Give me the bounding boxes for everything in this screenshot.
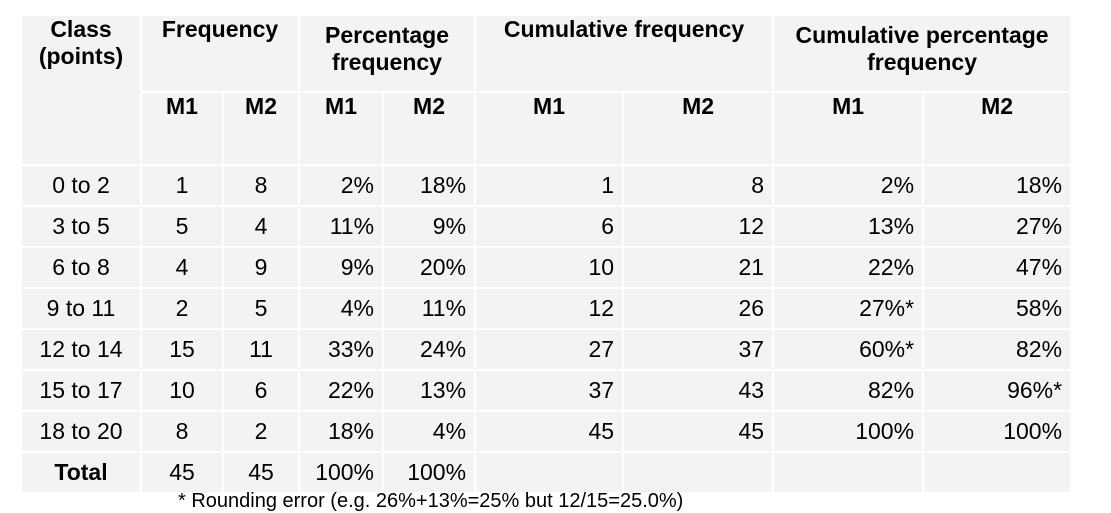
frequency-m1-cell: 15 <box>140 328 224 371</box>
cumulative-percentage-m2-cell: 27% <box>922 205 1073 248</box>
percentage-m2-cell: 4% <box>382 410 477 453</box>
class-cell: 3 to 5 <box>20 205 142 248</box>
percentage-m1-cell: 11% <box>298 205 385 248</box>
header-cumulative-percentage-m1: M1 <box>772 91 925 166</box>
cumulative-m1-cell: 1 <box>474 164 625 207</box>
header-row-sub: M1 M2 M1 M2 M1 M2 M1 M2 <box>21 91 1073 166</box>
frequency-m2-cell: 8 <box>221 164 301 207</box>
cumulative-m1-cell: 27 <box>474 328 625 371</box>
header-cumulative-m2: M2 <box>622 91 775 166</box>
class-cell: 15 to 17 <box>20 369 142 412</box>
total-percentage-m1: 100% <box>298 451 385 494</box>
total-frequency-m1: 45 <box>140 451 224 494</box>
total-percentage-m2: 100% <box>382 451 477 494</box>
percentage-m2-cell: 9% <box>382 205 477 248</box>
frequency-m2-cell: 6 <box>221 369 301 412</box>
header-frequency-m1: M1 <box>140 91 224 166</box>
frequency-m1-cell: 4 <box>140 246 224 289</box>
percentage-m1-cell: 4% <box>298 287 385 330</box>
table-row: 3 to 5 5 4 11% 9% 6 12 13% 27% <box>20 205 1073 248</box>
cumulative-percentage-m1-cell: 27%* <box>772 287 925 330</box>
table-row: 18 to 20 8 2 18% 4% 45 45 100% 100% <box>20 410 1073 453</box>
table-row: 9 to 11 2 5 4% 11% 12 26 27%* 58% <box>20 287 1073 330</box>
cumulative-percentage-m1-cell: 13% <box>772 205 925 248</box>
cumulative-percentage-m1-cell: 82% <box>772 369 925 412</box>
table-row: 6 to 8 4 9 9% 20% 10 21 22% 47% <box>20 246 1073 289</box>
header-cumulative-m1: M1 <box>474 91 625 166</box>
percentage-m1-cell: 18% <box>298 410 385 453</box>
cumulative-m2-cell: 12 <box>622 205 775 248</box>
table-row: 15 to 17 10 6 22% 13% 37 43 82% 96%* <box>20 369 1073 412</box>
total-frequency-m2: 45 <box>221 451 301 494</box>
frequency-m2-cell: 9 <box>221 246 301 289</box>
class-cell: 12 to 14 <box>20 328 142 371</box>
frequency-table: Class (points) Frequency Percentage freq… <box>20 14 1073 494</box>
empty-cell <box>622 451 775 494</box>
header-class: Class (points) <box>20 14 142 166</box>
cumulative-m2-cell: 21 <box>622 246 775 289</box>
table-row: 0 to 2 1 8 2% 18% 1 8 2% 18% <box>20 164 1073 207</box>
header-percentage-frequency: Percentage frequency <box>298 14 477 93</box>
cumulative-percentage-m1-cell: 100% <box>772 410 925 453</box>
percentage-m2-cell: 18% <box>382 164 477 207</box>
header-percentage-m2: M2 <box>382 91 477 166</box>
cumulative-percentage-m1-cell: 2% <box>772 164 925 207</box>
frequency-m2-cell: 4 <box>221 205 301 248</box>
table-row: 12 to 14 15 11 33% 24% 27 37 60%* 82% <box>20 328 1073 371</box>
cumulative-m2-cell: 45 <box>622 410 775 453</box>
frequency-m1-cell: 8 <box>140 410 224 453</box>
cumulative-m2-cell: 37 <box>622 328 775 371</box>
empty-cell <box>772 451 925 494</box>
frequency-m2-cell: 2 <box>221 410 301 453</box>
frequency-m2-cell: 11 <box>221 328 301 371</box>
percentage-m1-cell: 2% <box>298 164 385 207</box>
header-row-group: Class (points) Frequency Percentage freq… <box>20 14 1073 166</box>
frequency-m1-cell: 2 <box>140 287 224 330</box>
empty-cell <box>922 451 1073 494</box>
cumulative-m1-cell: 45 <box>474 410 625 453</box>
percentage-m2-cell: 24% <box>382 328 477 371</box>
cumulative-m2-cell: 26 <box>622 287 775 330</box>
percentage-m1-cell: 22% <box>298 369 385 412</box>
class-cell: 18 to 20 <box>20 410 142 453</box>
cumulative-m2-cell: 8 <box>622 164 775 207</box>
cumulative-m1-cell: 6 <box>474 205 625 248</box>
cumulative-m1-cell: 10 <box>474 246 625 289</box>
class-cell: 9 to 11 <box>20 287 142 330</box>
header-cumulative-percentage-m2: M2 <box>922 91 1073 166</box>
cumulative-percentage-m2-cell: 58% <box>922 287 1073 330</box>
frequency-m1-cell: 10 <box>140 369 224 412</box>
percentage-m2-cell: 11% <box>382 287 477 330</box>
header-frequency-m2: M2 <box>221 91 301 166</box>
percentage-m2-cell: 13% <box>382 369 477 412</box>
frequency-m2-cell: 5 <box>221 287 301 330</box>
cumulative-percentage-m2-cell: 100% <box>922 410 1073 453</box>
class-cell: 0 to 2 <box>20 164 142 207</box>
percentage-m1-cell: 9% <box>298 246 385 289</box>
percentage-m1-cell: 33% <box>298 328 385 371</box>
cumulative-m1-cell: 37 <box>474 369 625 412</box>
header-cumulative-frequency: Cumulative frequency <box>474 14 775 93</box>
frequency-table-container: Class (points) Frequency Percentage freq… <box>20 14 1073 494</box>
cumulative-percentage-m2-cell: 18% <box>922 164 1073 207</box>
cumulative-percentage-m1-cell: 60%* <box>772 328 925 371</box>
cumulative-m2-cell: 43 <box>622 369 775 412</box>
cumulative-percentage-m1-cell: 22% <box>772 246 925 289</box>
class-cell: 6 to 8 <box>20 246 142 289</box>
percentage-m2-cell: 20% <box>382 246 477 289</box>
header-frequency: Frequency <box>139 14 301 93</box>
frequency-m1-cell: 1 <box>140 164 224 207</box>
frequency-m1-cell: 5 <box>140 205 224 248</box>
total-label: Total <box>20 451 142 494</box>
header-percentage-m1: M1 <box>298 91 385 166</box>
cumulative-m1-cell: 12 <box>474 287 625 330</box>
cumulative-percentage-m2-cell: 82% <box>922 328 1073 371</box>
total-row: Total 45 45 100% 100% <box>20 451 1073 494</box>
cumulative-percentage-m2-cell: 96%* <box>922 369 1073 412</box>
empty-cell <box>474 451 625 494</box>
header-cumulative-percentage-frequency: Cumulative percentage frequency <box>772 14 1073 93</box>
cumulative-percentage-m2-cell: 47% <box>922 246 1073 289</box>
